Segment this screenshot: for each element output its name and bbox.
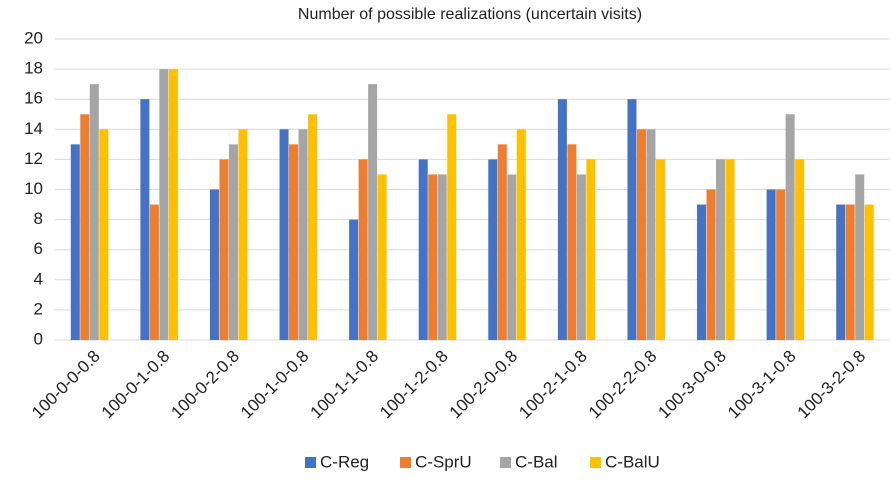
- bar: [836, 204, 846, 340]
- y-tick-label: 16: [24, 89, 43, 108]
- bar: [308, 114, 318, 340]
- legend-label: C-Reg: [320, 452, 369, 471]
- bar: [636, 129, 646, 340]
- y-tick-label: 4: [34, 269, 43, 288]
- x-tick-label: 100-2-0-0.8: [446, 347, 522, 423]
- bar: [238, 129, 248, 340]
- bar: [168, 69, 178, 340]
- bar: [716, 159, 726, 340]
- bar: [766, 189, 776, 340]
- x-tick-label: 100-0-0-0.8: [28, 347, 104, 423]
- bar: [149, 204, 159, 340]
- x-tick-label: 100-0-1-0.8: [98, 347, 174, 423]
- bar: [368, 84, 378, 341]
- x-tick-label: 100-2-1-0.8: [515, 347, 591, 423]
- y-tick-label: 18: [24, 59, 43, 78]
- bar: [655, 159, 665, 340]
- bar: [80, 114, 90, 340]
- bar: [228, 144, 238, 340]
- bar: [576, 174, 586, 340]
- x-tick-label: 100-1-1-0.8: [307, 347, 383, 423]
- bar: [725, 159, 735, 340]
- bar: [428, 174, 438, 340]
- bar: [706, 189, 716, 340]
- bar: [646, 129, 656, 340]
- legend-label: C-SprU: [415, 452, 472, 471]
- bar: [586, 159, 596, 340]
- bar: [209, 189, 219, 340]
- x-tick-label: 100-3-1-0.8: [724, 347, 800, 423]
- bar: [855, 174, 865, 340]
- bar: [219, 159, 229, 340]
- y-tick-label: 20: [24, 28, 43, 47]
- x-tick-label: 100-0-2-0.8: [167, 347, 243, 423]
- bar: [567, 144, 577, 340]
- bar: [864, 204, 874, 340]
- legend-swatch: [500, 457, 511, 468]
- bar: [99, 129, 109, 340]
- bar: [279, 129, 289, 340]
- bar: [358, 159, 368, 340]
- x-tick-label: 100-3-0-0.8: [654, 347, 730, 423]
- bar: [785, 114, 795, 340]
- bar: [418, 159, 428, 340]
- bar: [557, 99, 567, 340]
- bar: [507, 174, 517, 340]
- bar: [298, 129, 308, 340]
- legend-swatch: [590, 457, 601, 468]
- bar: [140, 99, 150, 340]
- bar: [627, 99, 637, 340]
- bar: [795, 159, 805, 340]
- legend-label: C-BalU: [605, 452, 660, 471]
- x-tick-label: 100-2-2-0.8: [585, 347, 661, 423]
- bar: [497, 144, 507, 340]
- y-tick-label: 14: [24, 119, 43, 138]
- x-tick-label: 100-3-2-0.8: [794, 347, 870, 423]
- bar: [776, 189, 786, 340]
- bar: [289, 144, 299, 340]
- bar: [447, 114, 457, 340]
- y-tick-label: 0: [34, 329, 43, 348]
- x-tick-label: 100-1-2-0.8: [376, 347, 452, 423]
- bar: [70, 144, 80, 340]
- y-tick-label: 12: [24, 149, 43, 168]
- legend-label: C-Bal: [515, 452, 558, 471]
- legend-swatch: [400, 457, 411, 468]
- x-tick-label: 100-1-0-0.8: [237, 347, 313, 423]
- bar: [159, 69, 169, 340]
- y-tick-label: 8: [34, 209, 43, 228]
- y-tick-label: 2: [34, 299, 43, 318]
- bar: [488, 159, 498, 340]
- bar: [349, 219, 359, 340]
- bar: [697, 204, 707, 340]
- legend-swatch: [305, 457, 316, 468]
- chart-title: Number of possible realizations (uncerta…: [298, 6, 642, 23]
- bar: [437, 174, 447, 340]
- bar: [377, 174, 387, 340]
- bar: [845, 204, 855, 340]
- y-tick-label: 6: [34, 239, 43, 258]
- y-tick-label: 10: [24, 179, 43, 198]
- bar: [89, 84, 99, 341]
- bar: [516, 129, 526, 340]
